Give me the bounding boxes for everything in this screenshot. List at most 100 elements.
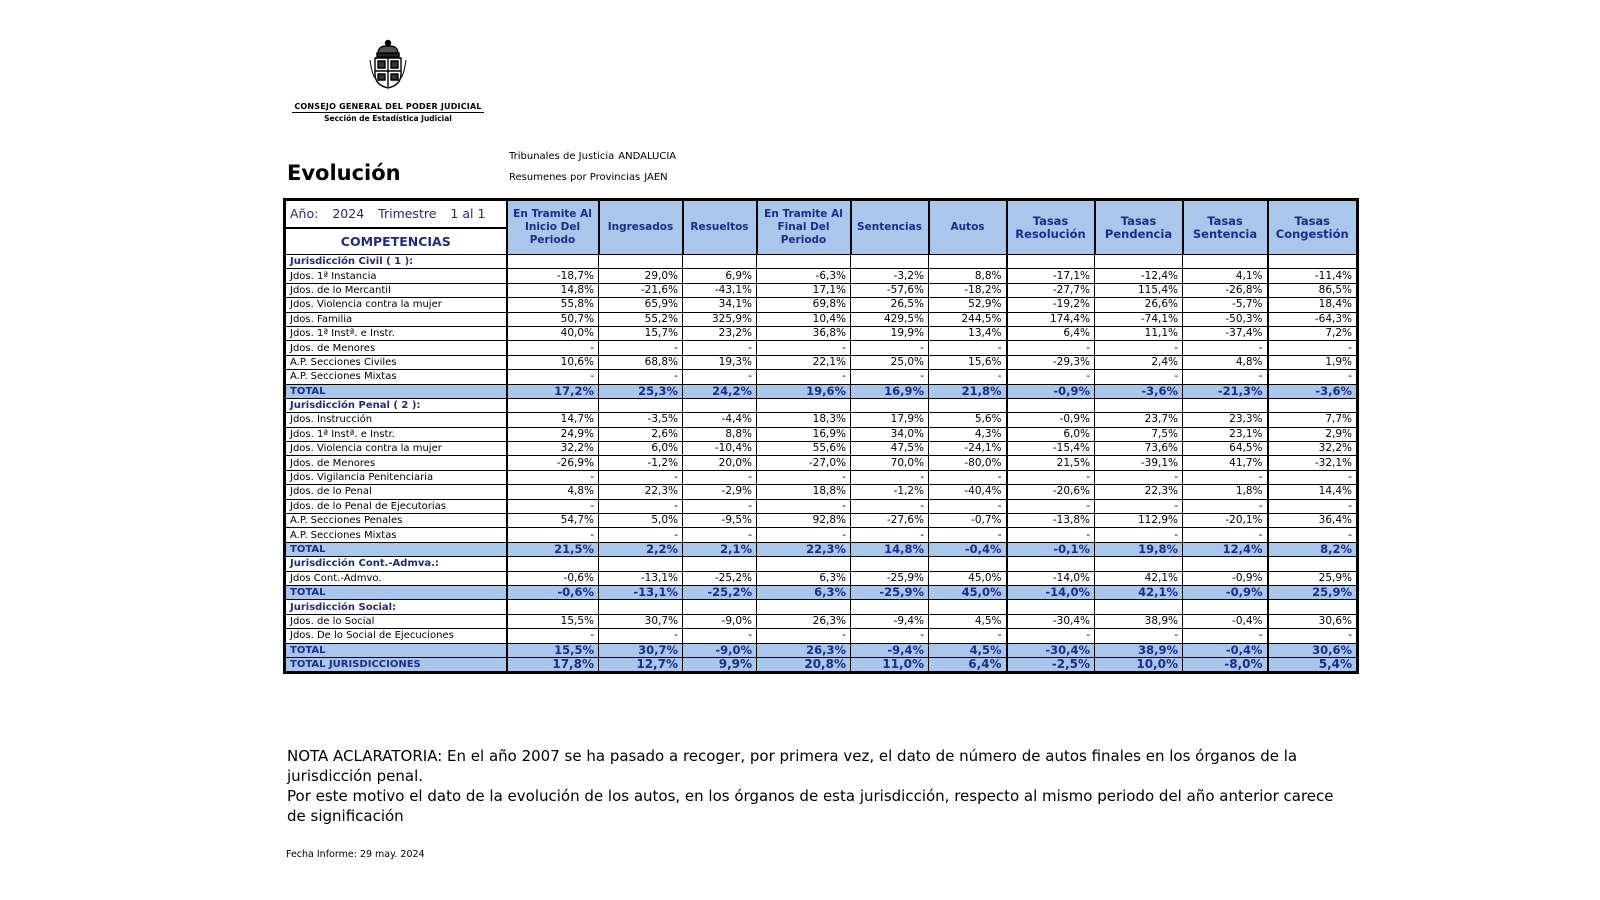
empty-cell [682, 556, 757, 572]
value-cell: -2,5% [1005, 656, 1095, 674]
value-cell: 8,8% [682, 426, 757, 443]
value-cell: 6,4% [928, 656, 1007, 674]
value-cell: 4,8% [505, 484, 599, 500]
value-cell: - [505, 340, 599, 356]
empty-cell [505, 253, 599, 270]
value-cell: 30,7% [598, 642, 683, 658]
value-cell: - [682, 498, 757, 515]
empty-cell [1005, 253, 1095, 270]
value-cell: 5,0% [598, 513, 683, 529]
section-row: Jurisdicción Penal ( 2 ): [284, 397, 1358, 414]
year-label: Año: [290, 206, 319, 222]
value-cell: 26,5% [850, 297, 929, 313]
table-row: A.P. Secciones Civiles 10,6% 68,8% 19,3% 22,… [284, 354, 1358, 371]
empty-cell [1005, 397, 1095, 414]
value-cell: -18,2% [928, 282, 1007, 299]
value-cell: 5,4% [1266, 656, 1358, 674]
empty-cell [850, 397, 929, 414]
value-cell: -25,9% [850, 570, 929, 586]
value-cell: 5,6% [928, 412, 1007, 428]
note-line-1: NOTA ACLARATORIA: En el año 2007 se ha p… [287, 747, 1298, 785]
value-cell: 86,5% [1266, 282, 1358, 299]
value-cell: - [1182, 340, 1268, 356]
value-cell: -0,9% [1005, 383, 1095, 399]
value-cell: 26,3% [756, 613, 851, 630]
value-cell: - [928, 340, 1007, 356]
empty-cell [928, 599, 1007, 615]
value-cell: 6,3% [756, 570, 851, 586]
value-cell: - [1005, 369, 1095, 385]
value-cell: - [682, 527, 757, 543]
empty-cell [682, 253, 757, 270]
value-cell: 4,8% [1182, 354, 1268, 371]
row-label: Jdos. Violencia contra la mujer [284, 441, 507, 457]
value-cell: - [1094, 469, 1183, 486]
value-cell: 25,9% [1266, 584, 1358, 601]
value-cell: - [1094, 498, 1183, 515]
value-cell: 6,3% [756, 584, 851, 601]
value-cell: 9,9% [682, 656, 757, 674]
row-label: Jdos. de Menores [284, 455, 507, 471]
empty-cell [850, 599, 929, 615]
value-cell: 6,9% [682, 268, 757, 284]
row-label: Jdos. Familia [284, 311, 507, 327]
value-cell: -26,9% [505, 455, 599, 471]
value-cell: 25,9% [1266, 570, 1358, 586]
value-cell: -32,1% [1266, 455, 1358, 471]
value-cell: -1,2% [598, 455, 683, 471]
value-cell: -10,4% [682, 441, 757, 457]
value-cell: 36,8% [756, 325, 851, 342]
value-cell: 2,4% [1094, 354, 1183, 371]
value-cell: -0,9% [1182, 570, 1268, 586]
value-cell: - [505, 369, 599, 385]
value-cell: -27,7% [1005, 282, 1095, 299]
org-subtitle: Sección de Estadística Judicial [324, 114, 452, 123]
value-cell: -13,1% [598, 584, 683, 601]
value-cell: -25,9% [850, 584, 929, 601]
row-label: TOTAL [284, 383, 507, 399]
value-cell: 19,9% [850, 325, 929, 342]
row-label: A.P. Secciones Mixtas [284, 527, 507, 543]
section-row: Jurisdicción Civil ( 1 ): [284, 253, 1358, 270]
value-cell: 45,0% [928, 584, 1007, 601]
tribunales-line: Tribunales de Justicia ANDALUCIA [509, 151, 676, 162]
value-cell: 14,7% [505, 412, 599, 428]
value-cell: -64,3% [1266, 311, 1358, 327]
value-cell: 34,0% [850, 426, 929, 443]
value-cell: -14,0% [1005, 584, 1095, 601]
value-cell: - [1094, 628, 1183, 644]
empty-cell [598, 253, 683, 270]
value-cell: 21,5% [1005, 455, 1095, 471]
value-cell: 6,0% [598, 441, 683, 457]
value-cell: -24,1% [928, 441, 1007, 457]
empty-cell [598, 556, 683, 572]
value-cell: - [756, 340, 851, 356]
year-value: 2024 [332, 206, 365, 222]
value-cell: -21,6% [598, 282, 683, 299]
value-cell: 29,0% [598, 268, 683, 284]
value-cell: -0,6% [505, 570, 599, 586]
value-cell: - [850, 340, 929, 356]
value-cell: -3,6% [1094, 383, 1183, 399]
value-cell: -37,4% [1182, 325, 1268, 342]
value-cell: 17,9% [850, 412, 929, 428]
value-cell: -25,2% [682, 584, 757, 601]
value-cell: -5,7% [1182, 297, 1268, 313]
value-cell: 25,0% [850, 354, 929, 371]
table-row: Jdos. Instrucción 14,7% -3,5% -4,4% 18,3% 17,… [284, 412, 1358, 428]
value-cell: - [598, 498, 683, 515]
tribunales-value: ANDALUCIA [618, 151, 677, 162]
value-cell: 10,0% [1094, 656, 1183, 674]
section-row: Jurisdicción Cont.-Admva.: [284, 556, 1358, 572]
column-header: Tasas Pendencia [1093, 199, 1183, 255]
value-cell: -39,1% [1094, 455, 1183, 471]
value-cell: -80,0% [928, 455, 1007, 471]
report-date-value: 29 may. 2024 [359, 849, 425, 860]
empty-cell [1094, 556, 1183, 572]
value-cell: -40,4% [928, 484, 1007, 500]
value-cell: -0,4% [928, 541, 1007, 558]
value-cell: 4,5% [928, 613, 1007, 630]
column-header: Autos [927, 199, 1007, 255]
value-cell: 20,8% [756, 656, 851, 674]
empty-cell [1094, 599, 1183, 615]
